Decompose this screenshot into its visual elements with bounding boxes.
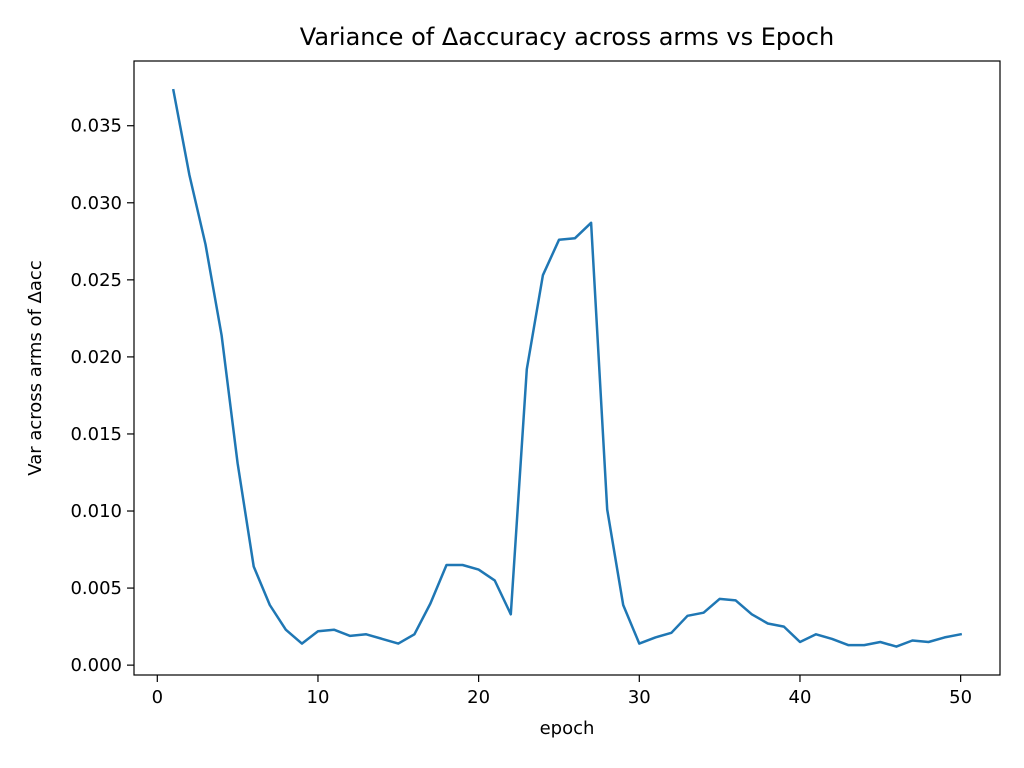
x-axis: 0 10 20 30 40 50 xyxy=(152,675,972,708)
x-tick-label: 10 xyxy=(307,687,330,708)
x-tick-label: 50 xyxy=(949,687,972,708)
x-tick-label: 20 xyxy=(467,687,490,708)
x-tick-label: 30 xyxy=(628,687,651,708)
y-tick-label: 0.015 xyxy=(70,424,122,445)
y-tick-label: 0.025 xyxy=(70,270,122,291)
x-tick-label: 0 xyxy=(152,687,163,708)
y-axis-label: Var across arms of Δacc xyxy=(25,260,46,475)
y-tick-label: 0.030 xyxy=(70,193,122,214)
y-tick-label: 0.020 xyxy=(70,347,122,368)
y-tick-label: 0.005 xyxy=(70,578,122,599)
x-tick-label: 40 xyxy=(789,687,812,708)
x-axis-label: epoch xyxy=(540,718,595,739)
y-tick-label: 0.035 xyxy=(70,116,122,137)
y-axis: 0.000 0.005 0.010 0.015 0.020 0.025 0.030 0.035 xyxy=(70,116,134,676)
series-line xyxy=(171,88,963,648)
plot-area xyxy=(171,88,963,648)
y-tick-label: 0.010 xyxy=(70,501,122,522)
axes-frame xyxy=(133,60,1001,676)
y-tick-label: 0.000 xyxy=(70,655,122,676)
chart-title: Variance of Δaccuracy across arms vs Epo… xyxy=(300,23,834,51)
